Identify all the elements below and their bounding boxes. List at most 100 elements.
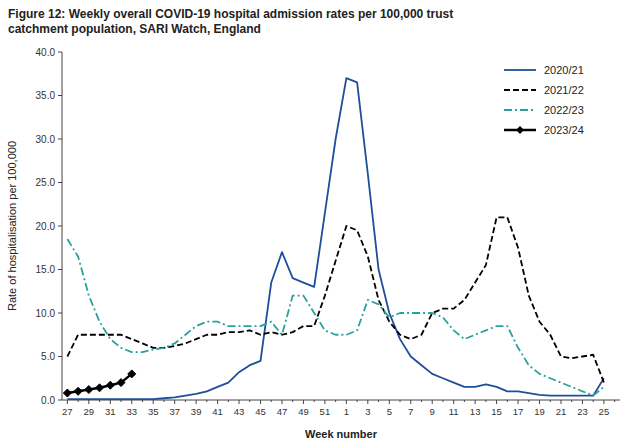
x-tick	[432, 400, 433, 404]
series-marker	[106, 381, 114, 389]
x-minor-tick	[571, 400, 572, 402]
legend: 2020/212021/222022/232023/24	[504, 64, 584, 136]
x-minor-tick	[206, 400, 207, 402]
series-marker	[63, 389, 71, 397]
x-tick-label: 25	[599, 406, 610, 417]
x-tick-label: 3	[365, 406, 370, 417]
x-tick-label: 27	[62, 406, 73, 417]
x-tick	[110, 400, 111, 404]
x-tick	[367, 400, 368, 404]
x-minor-tick	[357, 400, 358, 402]
x-tick	[346, 400, 347, 404]
y-tick	[58, 182, 62, 183]
x-tick-label: 49	[298, 406, 309, 417]
x-minor-tick	[249, 400, 250, 402]
x-tick	[67, 400, 68, 404]
y-tick	[58, 313, 62, 314]
y-tick	[58, 400, 62, 401]
x-minor-tick	[163, 400, 164, 402]
y-tick	[58, 226, 62, 227]
page: {"chart_data": { "type": "line", "title"…	[0, 0, 634, 448]
x-tick	[153, 400, 154, 404]
y-tick-label: 5.0	[41, 351, 55, 362]
series-line	[67, 239, 604, 396]
x-tick-label: 45	[255, 406, 266, 417]
y-tick-label: 35.0	[36, 90, 56, 101]
axes: 0.05.010.015.020.025.030.035.040.0Rate o…	[6, 47, 620, 441]
x-tick	[239, 400, 240, 404]
x-minor-tick	[142, 400, 143, 402]
x-tick-label: 13	[470, 406, 481, 417]
x-tick-label: 19	[534, 406, 545, 417]
x-minor-tick	[228, 400, 229, 402]
x-tick-label: 23	[577, 406, 588, 417]
x-minor-tick	[442, 400, 443, 402]
plot-area	[63, 78, 604, 399]
y-tick	[58, 95, 62, 96]
x-tick-label: 41	[212, 406, 223, 417]
x-tick-label: 11	[449, 406, 459, 417]
y-tick-label: 25.0	[36, 177, 56, 188]
legend-label: 2021/22	[544, 84, 584, 96]
x-tick-label: 33	[126, 406, 137, 417]
x-tick-label: 17	[513, 406, 524, 417]
x-minor-tick	[121, 400, 122, 402]
x-tick	[496, 400, 497, 404]
legend-marker	[516, 126, 524, 134]
x-tick-label: 7	[408, 406, 413, 417]
x-tick	[389, 400, 390, 404]
x-minor-tick	[400, 400, 401, 402]
x-minor-tick	[593, 400, 594, 402]
x-tick-label: 5	[387, 406, 392, 417]
x-minor-tick	[528, 400, 529, 402]
x-minor-tick	[78, 400, 79, 402]
x-axis-label: Week number	[305, 428, 378, 440]
x-tick-label: 1	[344, 406, 349, 417]
x-tick-label: 51	[320, 406, 331, 417]
x-tick-label: 43	[234, 406, 245, 417]
title: Figure 12: Weekly overall COVID-19 hospi…	[8, 7, 453, 36]
y-tick-label: 20.0	[36, 221, 56, 232]
x-minor-tick	[464, 400, 465, 402]
x-tick	[281, 400, 282, 404]
x-tick-label: 39	[191, 406, 202, 417]
x-tick	[324, 400, 325, 404]
y-tick-label: 10.0	[36, 308, 56, 319]
y-tick	[58, 356, 62, 357]
x-minor-tick	[335, 400, 336, 402]
y-tick	[58, 139, 62, 140]
series-marker	[96, 384, 104, 392]
x-tick	[475, 400, 476, 404]
series-line	[67, 78, 604, 399]
y-tick	[58, 269, 62, 270]
y-tick-label: 15.0	[36, 264, 56, 275]
x-minor-tick	[185, 400, 186, 402]
x-tick	[260, 400, 261, 404]
x-tick	[582, 400, 583, 404]
x-tick-label: 47	[277, 406, 288, 417]
x-tick	[131, 400, 132, 404]
series-line	[67, 217, 604, 382]
series-marker	[117, 379, 125, 387]
series-marker	[128, 370, 136, 378]
legend-swatch	[504, 109, 536, 111]
y-tick-label: 40.0	[36, 47, 56, 58]
x-tick	[303, 400, 304, 404]
x-tick	[539, 400, 540, 404]
x-tick	[217, 400, 218, 404]
x-minor-tick	[292, 400, 293, 402]
legend-label: 2020/21	[544, 64, 584, 76]
x-tick	[560, 400, 561, 404]
x-minor-tick	[99, 400, 100, 402]
x-minor-tick	[271, 400, 272, 402]
y-tick	[58, 52, 62, 53]
title-line: Figure 12: Weekly overall COVID-19 hospi…	[8, 7, 453, 21]
x-minor-tick	[421, 400, 422, 402]
x-minor-tick	[550, 400, 551, 402]
y-axis-label: Rate of hospitalisation per 100,000	[6, 141, 18, 311]
x-tick-label: 15	[491, 406, 502, 417]
legend-swatch	[504, 89, 536, 91]
x-tick	[196, 400, 197, 404]
y-tick-label: 30.0	[36, 134, 56, 145]
x-minor-tick	[314, 400, 315, 402]
